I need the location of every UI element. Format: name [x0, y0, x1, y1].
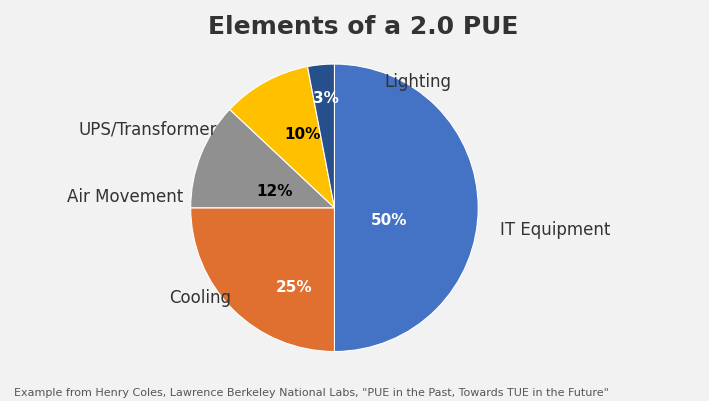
Text: 50%: 50% [371, 212, 407, 227]
Text: 10%: 10% [284, 126, 321, 141]
Wedge shape [230, 67, 335, 208]
Text: Air Movement: Air Movement [67, 188, 184, 206]
Wedge shape [335, 65, 478, 352]
Wedge shape [191, 208, 335, 352]
Text: IT Equipment: IT Equipment [500, 221, 610, 239]
Text: Example from Henry Coles, Lawrence Berkeley National Labs, "PUE in the Past, Tow: Example from Henry Coles, Lawrence Berke… [14, 387, 609, 397]
Text: UPS/Transformer: UPS/Transformer [78, 120, 216, 138]
Text: Lighting: Lighting [385, 73, 452, 91]
Text: 25%: 25% [276, 279, 313, 295]
Text: 3%: 3% [313, 90, 339, 105]
Wedge shape [191, 110, 335, 208]
Title: Elements of a 2.0 PUE: Elements of a 2.0 PUE [208, 15, 518, 39]
Wedge shape [308, 65, 335, 208]
Text: Cooling: Cooling [169, 288, 231, 306]
Text: 12%: 12% [256, 184, 292, 198]
